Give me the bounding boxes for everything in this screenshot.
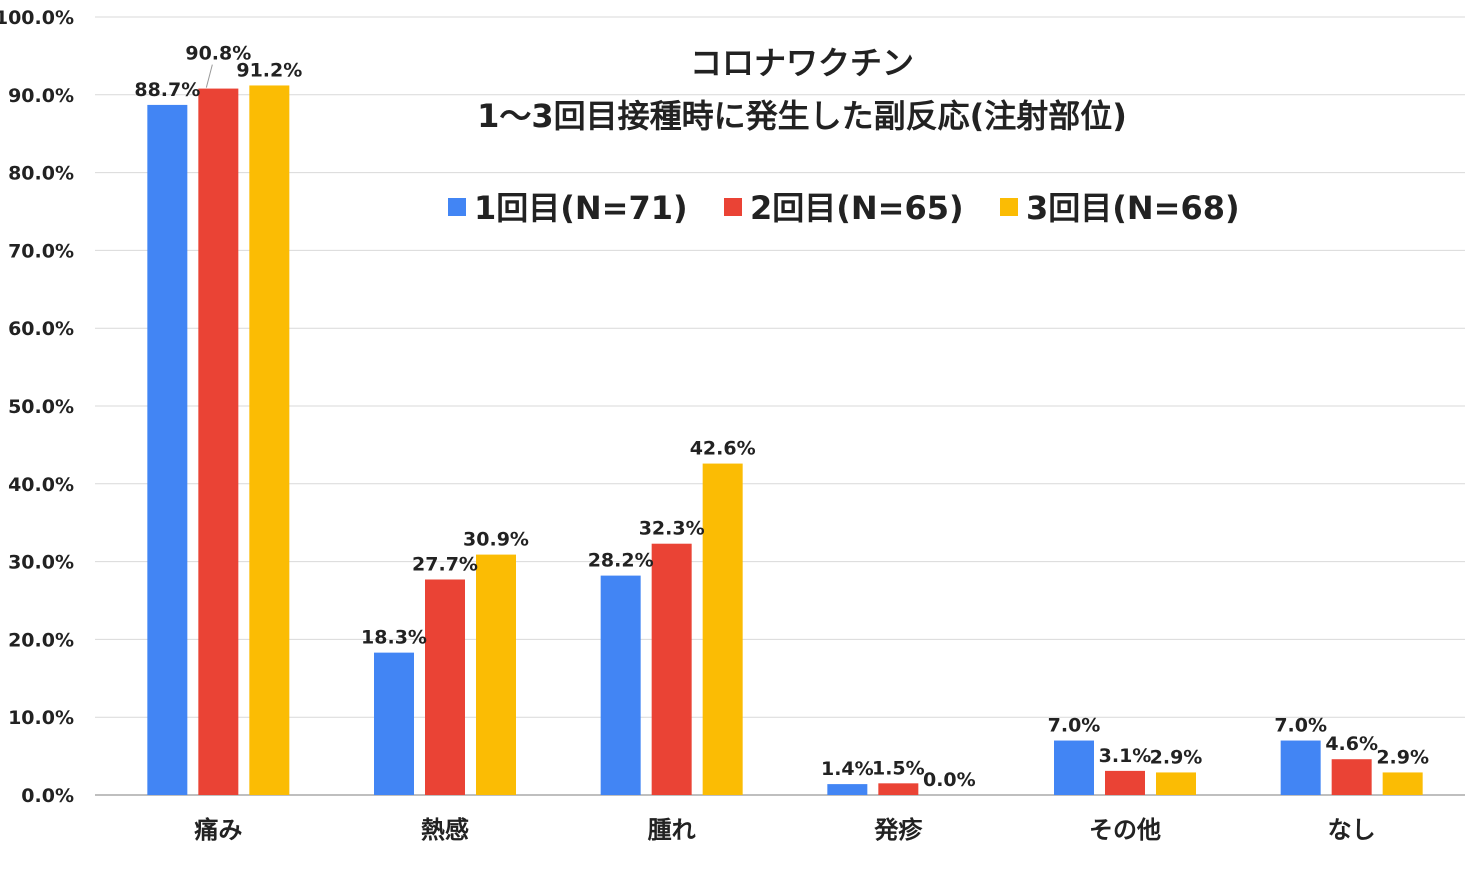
y-tick-label: 20.0%: [8, 629, 74, 651]
y-tick-label: 10.0%: [8, 707, 74, 729]
bar: [476, 554, 516, 795]
data-label: 42.6%: [690, 438, 756, 460]
bar: [1156, 772, 1196, 795]
x-tick-label: 熱感: [421, 816, 469, 844]
data-label: 91.2%: [236, 59, 302, 81]
bar: [702, 463, 743, 795]
data-label: 28.2%: [588, 550, 654, 572]
data-label: 90.8%: [185, 43, 251, 65]
x-axis: 痛み 熱感 腫れ 発疹 その他 なし: [194, 816, 1375, 844]
x-tick-label: 腫れ: [648, 816, 696, 844]
gridlines: [95, 16, 1465, 796]
data-label: 1.4%: [821, 758, 874, 780]
y-tick-label: 100.0%: [0, 7, 74, 29]
bars: [147, 85, 1423, 796]
bar: [425, 579, 465, 795]
legend-swatch: [448, 198, 466, 216]
y-tick-label: 40.0%: [8, 474, 74, 496]
legend-swatch: [724, 198, 742, 216]
legend: 1回目(N=71) 2回目(N=65) 3回目(N=68): [448, 189, 1240, 227]
bar: [600, 575, 641, 795]
y-tick-label: 0.0%: [21, 785, 74, 807]
y-tick-label: 50.0%: [8, 396, 74, 418]
data-label: 32.3%: [639, 518, 705, 540]
data-label: 2.9%: [1376, 746, 1429, 768]
x-tick-label: なし: [1328, 816, 1376, 844]
bar: [1331, 759, 1372, 795]
bar: [1105, 770, 1145, 795]
y-tick-label: 60.0%: [8, 318, 74, 340]
bar: [651, 543, 692, 795]
data-label: 0.0%: [923, 769, 976, 791]
data-label: 30.9%: [463, 529, 529, 551]
legend-label: 2回目(N=65): [750, 189, 964, 227]
bar: [1382, 772, 1423, 795]
y-tick-label: 70.0%: [8, 240, 74, 262]
bar: [827, 784, 868, 795]
bar: [249, 85, 290, 796]
bar: [878, 783, 919, 795]
bar: [1054, 740, 1094, 795]
data-label: 4.6%: [1325, 733, 1378, 755]
chart-title: コロナワクチン: [690, 44, 914, 82]
label-leader-line: [205, 64, 213, 88]
x-tick-label: その他: [1089, 816, 1161, 844]
legend-label: 3回目(N=68): [1026, 189, 1240, 227]
data-label: 27.7%: [412, 553, 478, 575]
y-tick-label: 80.0%: [8, 163, 74, 185]
bar: [147, 104, 188, 795]
y-tick-label: 90.0%: [8, 85, 74, 107]
x-tick-label: 痛み: [194, 816, 242, 844]
bar: [374, 652, 414, 795]
y-tick-label: 30.0%: [8, 552, 74, 574]
bar: [198, 88, 239, 796]
data-label: 2.9%: [1150, 746, 1203, 768]
data-label: 7.0%: [1274, 715, 1327, 737]
legend-swatch: [1000, 198, 1018, 216]
data-label: 3.1%: [1099, 745, 1152, 767]
data-labels: 88.7% 90.8%91.2% 18.3% 27.7%30.9% 28.2% 32.3%…: [134, 43, 1429, 791]
chart-subtitle: 1〜3回目接種時に発生した副反応(注射部位): [477, 97, 1127, 135]
x-tick-label: 発疹: [873, 816, 923, 844]
bar: [1280, 740, 1321, 795]
y-axis: 0.0% 10.0% 20.0% 30.0% 40.0% 50.0% 60.0% 70.0% 8…: [0, 7, 74, 807]
data-label: 18.3%: [361, 627, 427, 649]
data-label: 1.5%: [872, 757, 925, 779]
data-label: 88.7%: [134, 79, 200, 101]
data-label: 7.0%: [1048, 715, 1101, 737]
legend-label: 1回目(N=71): [474, 189, 688, 227]
